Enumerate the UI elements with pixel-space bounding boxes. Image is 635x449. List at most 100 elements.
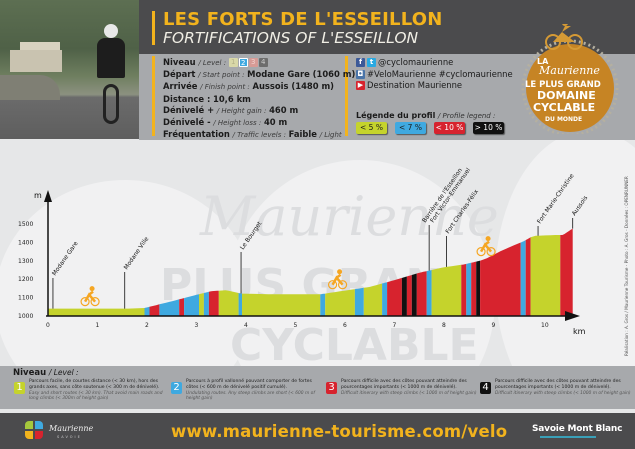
x-tick-label: 3 [195, 322, 199, 329]
profile-segment [354, 287, 364, 316]
start-value: Modane Gare (1060 m) [247, 69, 356, 80]
profile-segment [218, 290, 239, 316]
profile-segment [461, 263, 467, 316]
level-4-badge: 4 [480, 382, 491, 394]
finish-row: Arrivée / Finish point : Aussois (1480 m… [163, 81, 355, 93]
badge-la: LA [537, 57, 549, 66]
profile-segment [382, 282, 388, 316]
gain-label-en: / Height gain : [216, 106, 267, 115]
profile-segment [476, 260, 481, 316]
x-tick-label: 4 [244, 322, 248, 329]
level-1-description-fr: Parcours facile, de courtes distance (< … [29, 379, 160, 390]
level-4-description-en: Difficult itinerary with steep climbs (<… [495, 391, 631, 396]
social-accent-bar [345, 56, 348, 136]
loss-row: Dénivelé - / Height loss : 40 m [163, 117, 355, 129]
page-subtitle: FORTIFICATIONS OF L'ESSEILLON [163, 29, 419, 47]
distance-row: Distance : 10,6 km [163, 94, 355, 105]
savoie-mont-blanc-logo: Savoie Mont Blanc [532, 424, 623, 434]
start-row: Départ / Start point : Modane Gare (1060… [163, 69, 355, 81]
y-axis-arrow-icon [44, 190, 52, 202]
level-2-badge: 2 [171, 382, 182, 394]
profile-segment [238, 293, 242, 316]
x-tick-label: 6 [343, 322, 347, 329]
profile-segment [416, 271, 427, 316]
level-box-4: 4 [258, 58, 268, 67]
maurienne-logo-icon [25, 421, 43, 439]
y-axis-unit: m [34, 191, 42, 200]
profile-segment [208, 290, 219, 316]
traffic-label: Fréquentation [163, 129, 230, 140]
level-1-description-en: Easy and short routes (< 30 km). That av… [29, 391, 163, 402]
traffic-label-en: / Traffic levels : [232, 131, 286, 140]
x-tick-label: 8 [442, 322, 446, 329]
social-instagram[interactable]: ◘ #VeloMaurienne #cyclomaurienne [356, 69, 513, 81]
profile-segment [431, 264, 462, 316]
level-2-description-en: Undulating routes. Any steep climbs are … [186, 391, 315, 402]
legend-over-10: > 10 % [473, 122, 504, 134]
badge-le-plus-grand: LE PLUS GRAND [525, 80, 601, 90]
x-tick-label: 2 [145, 322, 149, 329]
cyclist-figure [93, 24, 129, 124]
profile-segments [48, 228, 573, 316]
profile-segment [184, 294, 199, 316]
maurienne-brand: Maurienne [49, 424, 94, 433]
x-tick-label: 7 [393, 322, 397, 329]
y-tick-label: 1500 [18, 221, 33, 228]
y-tick-label: 1400 [18, 239, 33, 246]
cyclist-icon [327, 269, 348, 290]
social-facebook-twitter[interactable]: f t @cyclomaurienne [356, 57, 513, 69]
level-box-1: 1 [228, 58, 238, 67]
level-legend-panel: Niveau / Level : 1 Parcours facile, de c… [0, 366, 635, 409]
profile-segment [401, 276, 407, 316]
gain-value: 460 m [269, 104, 299, 115]
profile-segment [426, 270, 432, 316]
svg-text:CYCLABLE: CYCLABLE [230, 320, 479, 366]
svg-text:Maurienne: Maurienne [199, 185, 499, 248]
profile-legend-title-en: / Profile legend : [437, 112, 496, 120]
loss-label: Dénivelé - [163, 117, 211, 128]
cyclist-icon [80, 286, 100, 307]
traffic-value: Faible [288, 129, 317, 140]
profile-segment [471, 261, 477, 316]
legend-under-10: < 10 % [434, 122, 465, 134]
social-youtube[interactable]: ▶ Destination Maurienne [356, 80, 513, 92]
credits: Réalisation : A. Gros / Maurienne Touris… [624, 176, 629, 356]
x-tick-label: 10 [541, 322, 549, 329]
profile-segment [242, 293, 321, 316]
profile-segment [203, 291, 209, 316]
profile-segment [530, 235, 561, 316]
finish-label-en: / Finish point : [200, 83, 250, 92]
badge-domaine: DOMAINE [537, 89, 596, 102]
x-axis-arrow-icon [565, 311, 580, 321]
hashtags: #VeloMaurienne #cyclomaurienne [367, 68, 513, 79]
level-3-badge: 3 [326, 382, 337, 394]
level-legend-title: Niveau / Level : [13, 368, 79, 378]
finish-label: Arrivée [163, 81, 198, 92]
legend-under-5: < 5 % [356, 122, 387, 134]
profile-segment [320, 293, 326, 316]
level-box-2-active: 2 [238, 58, 248, 67]
youtube-icon: ▶ [356, 81, 365, 91]
profile-segment [387, 277, 402, 316]
maurienne-brand-sub: SAVOIE [57, 435, 82, 439]
cyclist-photo [0, 0, 139, 139]
level-4-description-fr: Parcours difficile avec des côtes pouvan… [495, 379, 621, 390]
profile-legend-title: Légende du profil / Profile legend : [356, 111, 495, 120]
info-accent-bar [152, 56, 155, 136]
level-1-badge: 1 [14, 382, 25, 394]
profile-segment [480, 242, 521, 316]
legend-under-7: < 7 % [395, 122, 426, 134]
profile-segment [363, 283, 383, 316]
x-tick-label: 1 [96, 322, 100, 329]
profile-segment [520, 240, 526, 316]
website-link[interactable]: www.maurienne-tourisme.com/velo [171, 422, 508, 441]
profile-segment [466, 262, 472, 316]
profile-legend-title-fr: Légende du profil [356, 111, 436, 120]
profile-segment [149, 304, 160, 316]
badge-du-monde: DU MONDE [545, 116, 582, 123]
y-tick-label: 1000 [18, 313, 33, 320]
